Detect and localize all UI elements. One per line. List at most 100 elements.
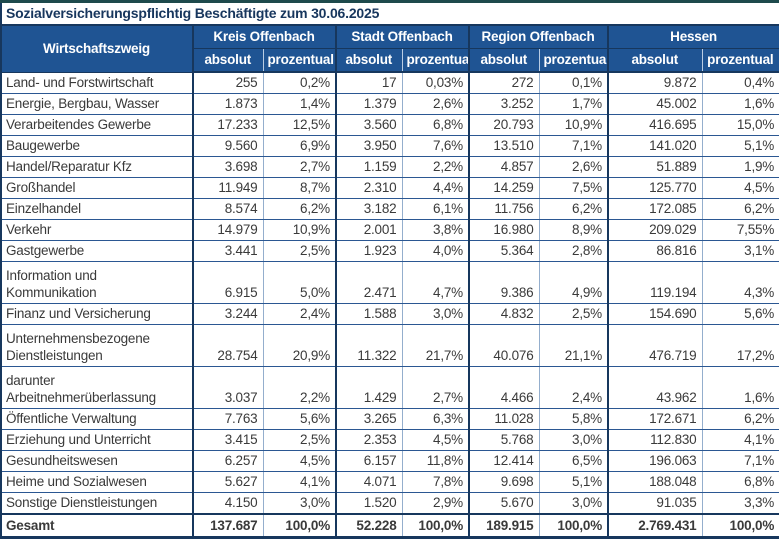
row-label: Baugewerbe	[1, 135, 194, 157]
cell-absolut: 5.627	[192, 471, 263, 493]
cell-absolut: 3.698	[192, 156, 263, 178]
cell-prozentual: 3,0%	[401, 303, 469, 325]
cell-absolut: 11.949	[192, 177, 263, 199]
cell-prozentual: 5,1%	[538, 471, 608, 493]
cell-absolut: 137.687	[192, 513, 263, 538]
cell-absolut: 2.769.431	[607, 513, 702, 538]
table-body: Land- und Forstwirtschaft 255 0,2% 17 0,03% 2…	[1, 71, 779, 538]
table-row: Baugewerbe 9.560 6,9% 3.950 7,6% 13.510 7,1% 14…	[1, 135, 779, 157]
cell-absolut: 40.076	[468, 324, 539, 367]
cell-absolut: 11.322	[335, 324, 402, 367]
row-label: Erziehung und Unterricht	[1, 429, 194, 451]
table-row-total: Gesamt 137.687 100,0% 52.228 100,0% 189.915 10…	[1, 513, 779, 538]
cell-prozentual: 4,9%	[538, 261, 608, 304]
cell-absolut: 416.695	[607, 114, 702, 136]
cell-prozentual: 2,4%	[538, 366, 608, 409]
cell-prozentual: 6,8%	[701, 471, 779, 493]
cell-prozentual: 0,2%	[262, 71, 336, 94]
cell-absolut: 3.252	[468, 93, 539, 115]
row-label: Handel/Reparatur Kfz	[1, 156, 194, 178]
cell-prozentual: 3,8%	[401, 219, 469, 241]
cell-prozentual: 6,2%	[538, 198, 608, 220]
table-row: Einzelhandel 8.574 6,2% 3.182 6,1% 11.756 6,2%…	[1, 198, 779, 220]
cell-prozentual: 6,5%	[538, 450, 608, 472]
cell-prozentual: 15,0%	[701, 114, 779, 136]
cell-prozentual: 8,9%	[538, 219, 608, 241]
group-header-kreis-offenbach: Kreis Offenbach	[192, 24, 336, 49]
cell-absolut: 16.980	[468, 219, 539, 241]
cell-prozentual: 7,1%	[538, 135, 608, 157]
cell-absolut: 14.979	[192, 219, 263, 241]
cell-absolut: 13.510	[468, 135, 539, 157]
cell-prozentual: 2,5%	[262, 240, 336, 262]
table-row: Verarbeitendes Gewerbe 17.233 12,5% 3.560 6,…	[1, 114, 779, 136]
cell-absolut: 172.671	[607, 408, 702, 430]
row-label: darunter Arbeitnehmerüberlassung	[1, 366, 194, 409]
row-label: Heime und Sozialwesen	[1, 471, 194, 493]
cell-prozentual: 4,1%	[262, 471, 336, 493]
cell-prozentual: 2,5%	[538, 303, 608, 325]
cell-prozentual: 5,8%	[538, 408, 608, 430]
cell-prozentual: 2,7%	[262, 156, 336, 178]
cell-absolut: 4.150	[192, 492, 263, 515]
cell-prozentual: 5,6%	[262, 408, 336, 430]
cell-absolut: 3.037	[192, 366, 263, 409]
cell-prozentual: 11,8%	[401, 450, 469, 472]
cell-prozentual: 4,0%	[401, 240, 469, 262]
cell-prozentual: 5,0%	[262, 261, 336, 304]
subheader-absolut: absolut	[607, 48, 702, 73]
cell-absolut: 119.194	[607, 261, 702, 304]
table-row: Energie, Bergbau, Wasser 1.873 1,4% 1.379 2,…	[1, 93, 779, 115]
cell-absolut: 11.756	[468, 198, 539, 220]
row-label: Finanz und Versicherung	[1, 303, 194, 325]
cell-prozentual: 10,9%	[538, 114, 608, 136]
row-label: Verkehr	[1, 219, 194, 241]
subheader-prozentual: prozentual	[538, 48, 608, 73]
cell-prozentual: 6,2%	[701, 408, 779, 430]
cell-prozentual: 6,3%	[401, 408, 469, 430]
cell-absolut: 125.770	[607, 177, 702, 199]
cell-absolut: 209.029	[607, 219, 702, 241]
title-row: Sozialversicherungspflichtig Beschäftigt…	[1, 1, 779, 26]
cell-prozentual: 1,9%	[701, 156, 779, 178]
cell-absolut: 9.386	[468, 261, 539, 304]
row-label: Land- und Forstwirtschaft	[1, 71, 194, 94]
cell-absolut: 141.020	[607, 135, 702, 157]
table-row: Großhandel 11.949 8,7% 2.310 4,4% 14.259 7,5% 1…	[1, 177, 779, 199]
cell-absolut: 1.159	[335, 156, 402, 178]
cell-absolut: 3.244	[192, 303, 263, 325]
cell-prozentual: 0,03%	[401, 71, 469, 94]
cell-absolut: 476.719	[607, 324, 702, 367]
cell-prozentual: 7,6%	[401, 135, 469, 157]
table-row: Information und Kommunikation 6.915 5,0% 2.…	[1, 261, 779, 304]
cell-prozentual: 2,9%	[401, 492, 469, 515]
row-label: Gesamt	[1, 513, 194, 538]
cell-absolut: 45.002	[607, 93, 702, 115]
cell-absolut: 14.259	[468, 177, 539, 199]
cell-prozentual: 7,55%	[701, 219, 779, 241]
cell-absolut: 1.379	[335, 93, 402, 115]
cell-absolut: 6.157	[335, 450, 402, 472]
cell-prozentual: 2,7%	[401, 366, 469, 409]
cell-prozentual: 4,1%	[701, 429, 779, 451]
cell-absolut: 3.265	[335, 408, 402, 430]
row-label: Unternehmensbezogene Dienstleistungen	[1, 324, 194, 367]
cell-absolut: 2.001	[335, 219, 402, 241]
subheader-absolut: absolut	[468, 48, 539, 73]
subheader-prozentual: prozentual	[262, 48, 336, 73]
group-header-region-offenbach: Region Offenbach	[468, 24, 608, 49]
table-row: Öffentliche Verwaltung 7.763 5,6% 3.265 6,3%…	[1, 408, 779, 430]
cell-absolut: 255	[192, 71, 263, 94]
cell-absolut: 6.257	[192, 450, 263, 472]
cell-absolut: 172.085	[607, 198, 702, 220]
cell-absolut: 12.414	[468, 450, 539, 472]
cell-prozentual: 2,6%	[538, 156, 608, 178]
row-label: Gesundheitswesen	[1, 450, 194, 472]
cell-absolut: 4.857	[468, 156, 539, 178]
cell-absolut: 9.560	[192, 135, 263, 157]
cell-absolut: 9.872	[607, 71, 702, 94]
cell-prozentual: 6,1%	[401, 198, 469, 220]
cell-prozentual: 6,9%	[262, 135, 336, 157]
cell-absolut: 28.754	[192, 324, 263, 367]
